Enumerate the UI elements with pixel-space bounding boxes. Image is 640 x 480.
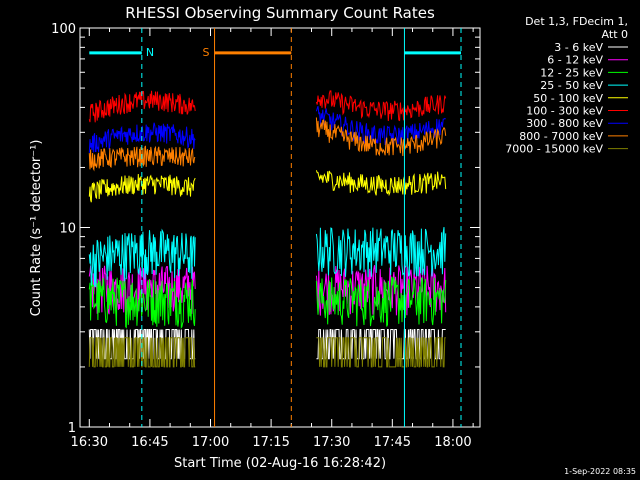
series-line [315, 117, 447, 157]
timestamp: 1-Sep-2022 08:35 [564, 467, 636, 476]
x-axis-label: Start Time (02-Aug-16 16:28:42) [174, 456, 386, 471]
series-line [315, 276, 447, 327]
axis-layer: 16:30 16:45 17:00 17:15 17:30 17:45 18:00 1 10 10… [51, 22, 480, 450]
y-tick-label: 10 [59, 222, 76, 237]
y-axis-label: Count Rate (s⁻¹ detector⁻¹) [29, 140, 44, 317]
series-line [316, 337, 446, 368]
legend-label: 6 - 12 keV [547, 54, 603, 67]
legend-label: 7000 - 15000 keV [505, 143, 603, 156]
x-tick-label: 17:15 [252, 435, 289, 450]
x-tick-label: 18:00 [434, 435, 471, 450]
legend-label: 25 - 50 keV [540, 79, 603, 92]
series-line [315, 106, 446, 146]
legend-label: 12 - 25 keV [540, 66, 603, 79]
legend-header-1: Det 1,3, FDecim 1, [525, 15, 628, 28]
x-tick-label: 17:00 [192, 435, 229, 450]
y-tick-label: 100 [51, 22, 76, 37]
x-tick-label: 16:45 [131, 435, 168, 450]
legend-label: 800 - 7000 keV [519, 130, 603, 143]
legend-header-2: Att 0 [602, 28, 628, 41]
x-tick-label: 16:30 [71, 435, 108, 450]
series-line [315, 227, 447, 278]
legend-label: 300 - 800 keV [526, 117, 603, 130]
flag-label: S [203, 46, 210, 59]
legend-label: 50 - 100 keV [533, 92, 603, 105]
chart-title: RHESSI Observing Summary Count Rates [125, 4, 435, 22]
x-tick-label: 17:45 [374, 435, 411, 450]
series-line [88, 122, 196, 153]
series-line [88, 337, 196, 368]
flag-label: N [146, 46, 154, 59]
x-tick-label: 17:30 [313, 435, 350, 450]
series-line [88, 228, 196, 288]
legend-label: 100 - 300 keV [526, 105, 603, 118]
legend-label: 3 - 6 keV [554, 41, 603, 54]
series-line [315, 90, 447, 122]
y-tick-label: 1 [68, 421, 76, 436]
series-line [315, 170, 447, 197]
